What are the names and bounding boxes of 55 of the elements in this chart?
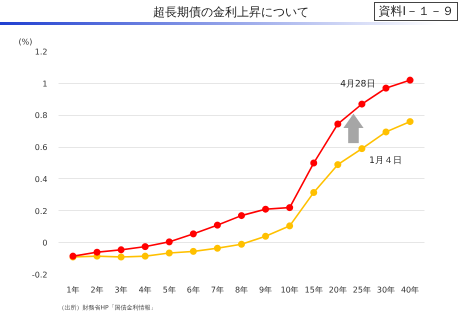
y-tick-label: 0.6: [34, 143, 48, 152]
x-tick-label: 40年: [400, 286, 420, 294]
x-tick-label: 5年: [162, 286, 176, 294]
point: [238, 212, 245, 220]
x-tick-label: 2年: [90, 286, 104, 294]
x-tick-label: 4年: [138, 286, 152, 294]
x-tick-label: 30年: [376, 286, 396, 294]
point: [214, 222, 221, 229]
y-tick-label: 0.2: [34, 206, 48, 216]
y-tick-label: 1: [42, 79, 48, 88]
x-tick-label: 25年: [352, 286, 371, 294]
x-tick-label: 6年: [186, 286, 200, 294]
point: [190, 248, 197, 255]
point: [358, 100, 366, 108]
point: [118, 246, 125, 254]
y-tick-label: -0.2: [32, 270, 48, 280]
point: [142, 243, 149, 250]
point: [310, 188, 318, 196]
point: [190, 230, 197, 238]
point: [262, 232, 270, 240]
point: [286, 222, 294, 230]
y-tick-label: 0.8: [34, 111, 48, 120]
y-tick-label: 1.2: [34, 48, 48, 56]
point: [310, 160, 318, 166]
point: [382, 84, 390, 92]
point: [406, 76, 414, 84]
series-label: 1月４日: [369, 156, 402, 166]
x-tick-label: 15年: [304, 286, 323, 294]
x-tick-label: 9年: [259, 286, 272, 294]
point: [142, 252, 149, 260]
point: [382, 128, 390, 136]
y-tick-label: 0.4: [34, 174, 48, 184]
x-tick-label: 10年: [280, 286, 299, 294]
y-axis-title: (%): [18, 38, 32, 46]
point: [166, 238, 173, 246]
point: [334, 120, 342, 128]
x-tick-label: 3年: [114, 286, 128, 294]
point: [166, 250, 173, 256]
series-label: 4月28日: [340, 80, 376, 90]
point: [214, 244, 221, 252]
point: [238, 240, 245, 248]
point: [334, 161, 342, 168]
point: [286, 204, 294, 212]
x-tick-label: 1年: [66, 286, 80, 294]
text: 資料Ⅰ－１－９: [374, 2, 458, 22]
x-tick-label: 20年: [328, 286, 347, 294]
point: [118, 253, 125, 260]
point: [358, 145, 366, 152]
x-tick-label: 7年: [210, 286, 224, 294]
chart-title: 超長期債の金利上昇について: [153, 5, 309, 19]
point: [94, 248, 101, 256]
y-tick-label: 0: [42, 238, 48, 248]
point: [262, 206, 270, 213]
point: [406, 118, 414, 126]
x-tick-label: 8年: [234, 286, 248, 294]
